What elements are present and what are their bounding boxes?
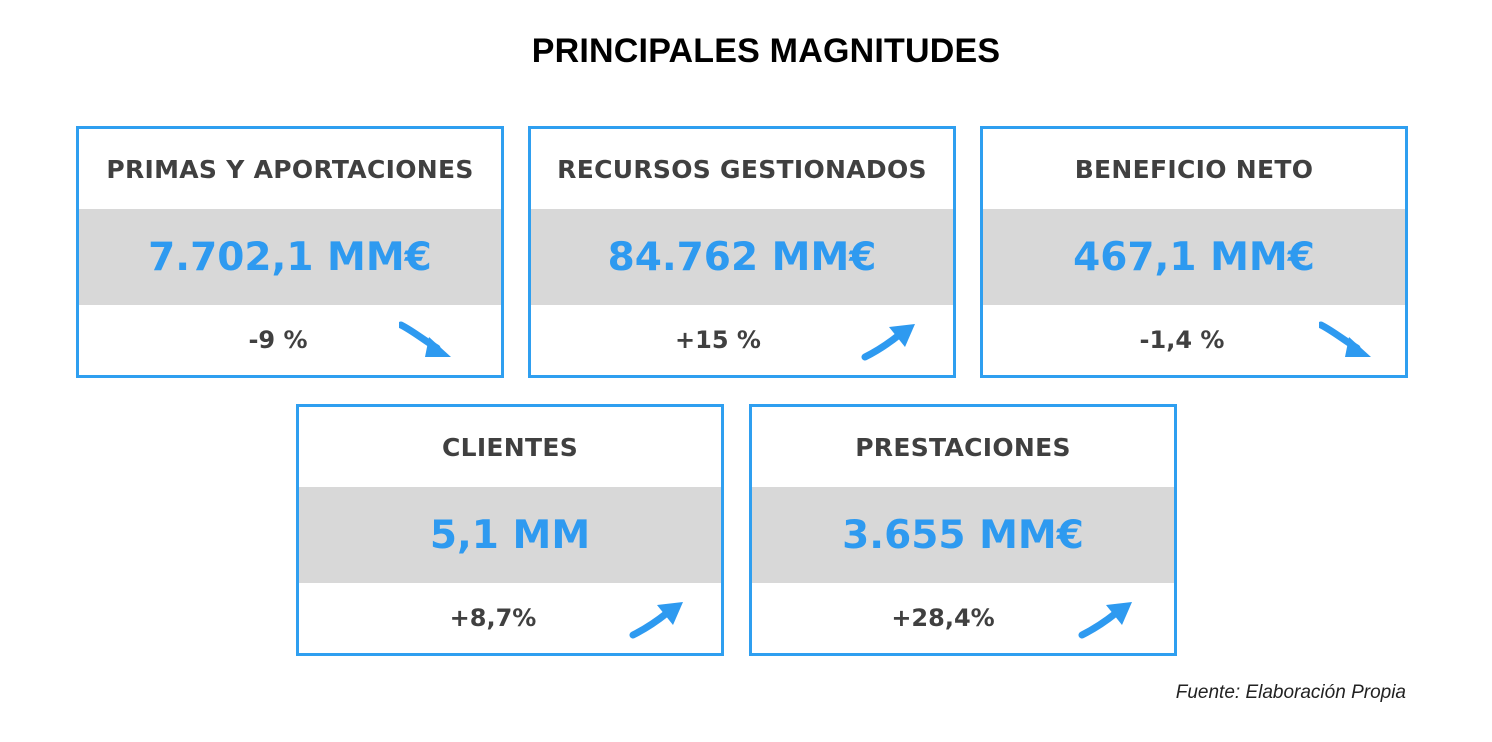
source-note: Fuente: Elaboración Propia (1175, 682, 1406, 703)
arrow-up-right-icon (861, 324, 915, 361)
page-title: PRINCIPALES MAGNITUDES (531, 32, 1001, 70)
arrow-up-right-icon (1078, 602, 1132, 639)
metric-change: +28,4% (891, 604, 995, 632)
metric-value: 3.655 MM€ (752, 487, 1174, 583)
metric-card-clientes: CLIENTES 5,1 MM +8,7% (296, 404, 724, 656)
metric-label: RECURSOS GESTIONADOS (557, 154, 927, 184)
metric-card-primas: PRIMAS Y APORTACIONES 7.702,1 MM€ -9 % (76, 126, 504, 378)
metric-card-prestaciones: PRESTACIONES 3.655 MM€ +28,4% (749, 404, 1177, 656)
metric-label: BENEFICIO NETO (1074, 154, 1314, 184)
metric-value: 467,1 MM€ (983, 209, 1405, 305)
metric-card-recursos: RECURSOS GESTIONADOS 84.762 MM€ +15 % (528, 126, 956, 378)
metric-change: +15 % (675, 326, 761, 354)
metric-change: +8,7% (449, 604, 537, 632)
arrow-down-right-icon (1319, 321, 1371, 357)
metric-card-beneficio: BENEFICIO NETO 467,1 MM€ -1,4 % (980, 126, 1408, 378)
arrow-up-right-icon (629, 602, 683, 639)
metric-label: CLIENTES (441, 432, 579, 462)
metric-value: 7.702,1 MM€ (79, 209, 501, 305)
metric-label: PRESTACIONES (855, 432, 1071, 462)
metric-value: 5,1 MM (299, 487, 721, 583)
arrow-down-right-icon (399, 321, 451, 357)
metric-value: 84.762 MM€ (531, 209, 953, 305)
metric-change: -1,4 % (1139, 326, 1225, 354)
metric-change: -9 % (248, 326, 308, 354)
metric-label: PRIMAS Y APORTACIONES (106, 154, 474, 184)
